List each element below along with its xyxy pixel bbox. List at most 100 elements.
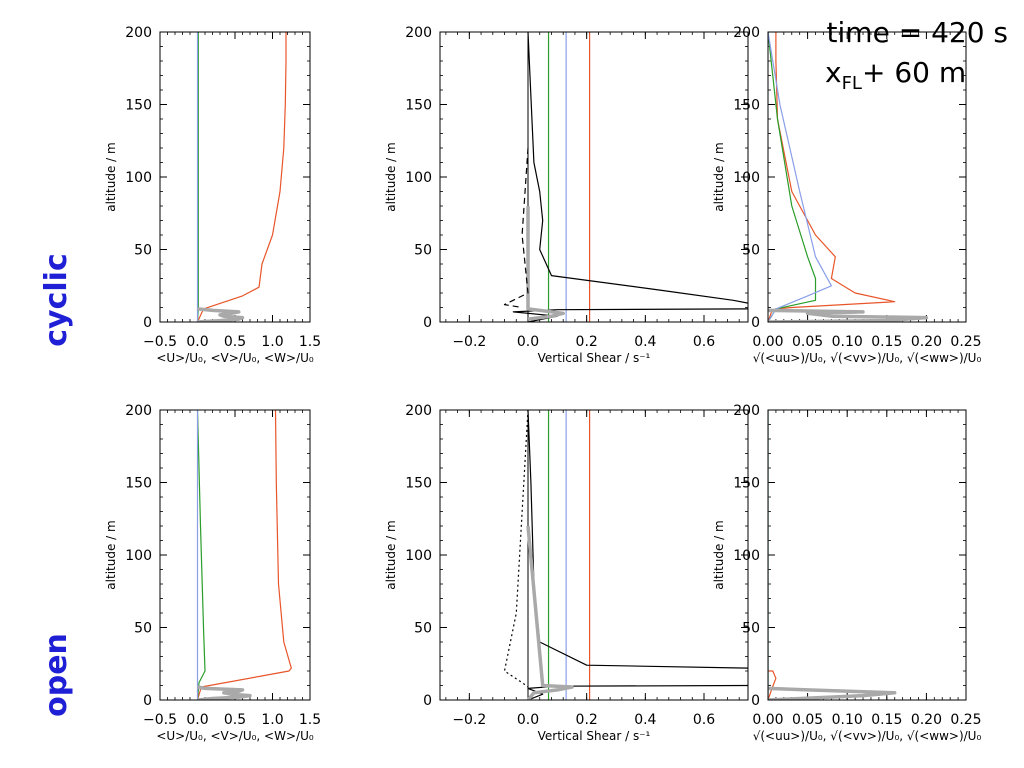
- series-line: [196, 410, 206, 700]
- x-tick-label: 0.4: [634, 334, 656, 350]
- x-tick-label: 0.6: [693, 712, 715, 728]
- plot-frame: [767, 31, 967, 323]
- x-axis-label: <U>/U₀, <V>/U₀, <W>/U₀: [156, 351, 314, 365]
- row-label-cyclic: cyclic: [39, 253, 74, 346]
- x-tick-label: −0.2: [452, 334, 486, 350]
- y-tick-label: 50: [414, 621, 432, 637]
- x-tick-label: 0.20: [911, 334, 942, 350]
- y-tick-label: 50: [742, 621, 760, 637]
- series-line: [197, 307, 245, 322]
- x-tick-label: 1.5: [299, 712, 321, 728]
- series-line: [197, 685, 252, 700]
- series-line: [768, 32, 817, 322]
- x-tick-label: 0.05: [792, 334, 823, 350]
- y-tick-label: 0: [751, 693, 760, 709]
- y-tick-label: 0: [751, 315, 760, 331]
- series-line: [196, 410, 292, 700]
- y-tick-label: 100: [733, 548, 760, 564]
- y-tick-label: 200: [733, 25, 760, 41]
- panel-open-shear: 0 50 100 150 200 −0.2 0.0 0.2 0.4 0.6 Vertical She…: [384, 403, 749, 743]
- panel-cyclic-mean: 0 50 100 150 200 −0.5 0.0 0.5 1.0 1.5<U>/U₀, <V>/…: [104, 25, 321, 365]
- x-axis-label: <U>/U₀, <V>/U₀, <W>/U₀: [156, 729, 314, 743]
- series-line: [527, 32, 748, 304]
- panel-cyclic-rms: 0 50 100 150 200 0.00 0.05 0.10 0.15 0.20 0.25√(<u…: [712, 25, 982, 365]
- series-line: [526, 525, 574, 700]
- x-tick-label: 0.10: [832, 334, 863, 350]
- x-tick-label: 0.15: [871, 334, 902, 350]
- y-tick-label: 200: [405, 403, 432, 419]
- x-tick-label: 0.0: [186, 334, 208, 350]
- y-tick-label: 50: [134, 243, 152, 259]
- x-tick-label: 0.00: [752, 334, 783, 350]
- x-tick-label: 0.20: [911, 712, 942, 728]
- x-tick-label: 0.4: [634, 712, 656, 728]
- row-label-open: open: [39, 633, 74, 717]
- y-tick-label: 200: [405, 25, 432, 41]
- y-tick-label: 150: [125, 98, 152, 114]
- x-tick-label: 0.0: [517, 334, 539, 350]
- series-line: [527, 684, 748, 700]
- panel-cyclic-shear: 0 50 100 150 200 −0.2 0.0 0.2 0.4 0.6 Vertical She…: [384, 25, 749, 365]
- plot-frame: [439, 409, 749, 701]
- y-tick-label: 150: [405, 98, 432, 114]
- series-line: [768, 686, 897, 700]
- y-tick-label: 50: [414, 243, 432, 259]
- series-line: [768, 670, 777, 700]
- y-tick-label: 0: [143, 693, 152, 709]
- y-tick-label: 150: [125, 476, 152, 492]
- x-tick-label: 0.2: [576, 712, 598, 728]
- y-tick-label: 150: [733, 476, 760, 492]
- y-tick-label: 150: [733, 98, 760, 114]
- x-tick-label: −0.5: [143, 334, 177, 350]
- annotation-position-sub: FL: [842, 73, 862, 94]
- x-tick-label: −0.5: [143, 712, 177, 728]
- y-axis-label: altitude / m: [712, 142, 726, 211]
- annotation-position-rest: + 60 m: [862, 56, 966, 89]
- y-axis-label: altitude / m: [384, 142, 398, 211]
- x-tick-label: −0.2: [452, 712, 486, 728]
- x-axis-label: Vertical Shear / s⁻¹: [538, 351, 651, 365]
- x-tick-label: 1.0: [261, 334, 283, 350]
- y-tick-label: 50: [742, 243, 760, 259]
- y-tick-label: 100: [405, 548, 432, 564]
- y-tick-label: 200: [125, 25, 152, 41]
- y-axis-label: altitude / m: [384, 520, 398, 589]
- y-tick-label: 100: [405, 170, 432, 186]
- series-line: [768, 32, 833, 322]
- y-tick-label: 100: [125, 548, 152, 564]
- series-line: [196, 32, 287, 322]
- y-tick-label: 200: [125, 403, 152, 419]
- annotation-position: xFL+ 60 m: [825, 56, 966, 94]
- plot-frame: [767, 409, 967, 701]
- y-tick-label: 150: [405, 476, 432, 492]
- panel-open-mean: 0 50 100 150 200 −0.5 0.0 0.5 1.0 1.5<U>/U₀, <V>/…: [104, 403, 321, 743]
- x-tick-label: 0.6: [693, 334, 715, 350]
- annotation-position-x: x: [825, 56, 842, 89]
- plot-frame: [159, 31, 311, 323]
- x-tick-label: 1.5: [299, 334, 321, 350]
- y-tick-label: 0: [423, 315, 432, 331]
- plot-frame: [159, 409, 311, 701]
- y-tick-label: 200: [733, 403, 760, 419]
- x-tick-label: 0.5: [224, 334, 246, 350]
- y-tick-label: 100: [125, 170, 152, 186]
- x-tick-label: 0.15: [871, 712, 902, 728]
- x-tick-label: 0.5: [224, 712, 246, 728]
- panel-open-rms: 0 50 100 150 200 0.00 0.05 0.10 0.15 0.20 0.25√(<u…: [712, 403, 982, 743]
- x-axis-label: √(<uu>)/U₀, √(<vv>)/U₀, √(<ww>)/U₀: [753, 729, 982, 743]
- x-tick-label: 0.25: [950, 334, 981, 350]
- x-tick-label: 0.05: [792, 712, 823, 728]
- y-axis-label: altitude / m: [104, 520, 118, 589]
- y-tick-label: 50: [134, 621, 152, 637]
- x-tick-label: 0.00: [752, 712, 783, 728]
- x-axis-label: √(<uu>)/U₀, √(<vv>)/U₀, √(<ww>)/U₀: [753, 351, 982, 365]
- x-tick-label: 1.0: [261, 712, 283, 728]
- series-line: [768, 308, 929, 322]
- y-tick-label: 0: [143, 315, 152, 331]
- x-axis-label: Vertical Shear / s⁻¹: [538, 729, 651, 743]
- x-tick-label: 0.0: [517, 712, 539, 728]
- x-tick-label: 0.2: [576, 334, 598, 350]
- y-axis-label: altitude / m: [104, 142, 118, 211]
- plot-frame: [439, 31, 749, 323]
